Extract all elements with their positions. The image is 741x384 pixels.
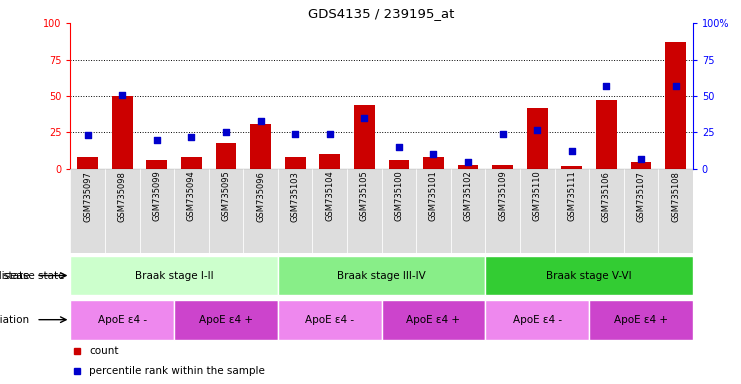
Bar [589,169,624,253]
Text: disease state: disease state [0,270,30,281]
Text: GSM735110: GSM735110 [533,170,542,222]
Bar [216,143,236,169]
Text: GSM735096: GSM735096 [256,170,265,222]
Point [82,132,93,139]
Bar [382,300,485,339]
Text: GSM735103: GSM735103 [290,170,299,222]
Bar [624,169,658,253]
Text: GSM735104: GSM735104 [325,170,334,222]
Point [496,131,508,137]
Point [531,126,543,132]
Bar [485,300,589,339]
Bar [70,256,278,295]
Text: GSM735102: GSM735102 [464,170,473,222]
Text: GSM735098: GSM735098 [118,170,127,222]
Bar [631,162,651,169]
Bar [278,169,313,253]
Text: ApoE ε4 +: ApoE ε4 + [407,314,460,325]
Point [462,159,474,165]
Bar [70,300,174,339]
Bar [492,165,513,169]
Text: GSM735094: GSM735094 [187,170,196,222]
Bar [596,100,617,169]
Bar [416,169,451,253]
Bar [382,169,416,253]
Text: GSM735097: GSM735097 [83,170,92,222]
Bar [319,154,340,169]
Point [185,134,197,140]
Bar [174,300,278,339]
Bar [520,169,554,253]
Bar [313,169,347,253]
Bar [112,96,133,169]
Bar [458,165,479,169]
Text: ApoE ε4 +: ApoE ε4 + [614,314,668,325]
Bar [451,169,485,253]
Bar [181,157,202,169]
Point [220,129,232,136]
Bar [105,169,139,253]
Point [393,144,405,150]
Bar [554,169,589,253]
Text: GSM735107: GSM735107 [637,170,645,222]
Text: ApoE ε4 -: ApoE ε4 - [513,314,562,325]
Point [635,156,647,162]
Point [566,148,578,154]
Bar [485,256,693,295]
Point [359,115,370,121]
Text: Braak stage III-IV: Braak stage III-IV [337,270,426,281]
Point [116,91,128,98]
Text: GSM735099: GSM735099 [153,170,162,222]
Bar [174,169,209,253]
Bar [589,300,693,339]
Text: GSM735111: GSM735111 [568,170,576,222]
Point [289,131,301,137]
Title: GDS4135 / 239195_at: GDS4135 / 239195_at [308,7,455,20]
Bar [209,169,243,253]
Text: GSM735100: GSM735100 [394,170,403,222]
Bar [665,42,686,169]
Text: Braak stage V-VI: Braak stage V-VI [546,270,632,281]
Text: GSM735101: GSM735101 [429,170,438,222]
Point [670,83,682,89]
Text: GSM735108: GSM735108 [671,170,680,222]
Bar [278,300,382,339]
Bar [423,157,444,169]
Bar [527,108,548,169]
Bar [70,169,105,253]
Bar [77,157,98,169]
Text: disease state: disease state [0,270,64,281]
Text: ApoE ε4 +: ApoE ε4 + [199,314,253,325]
Point [151,137,163,143]
Text: Braak stage I-II: Braak stage I-II [135,270,213,281]
Text: count: count [89,346,119,356]
Bar [354,105,375,169]
Text: ApoE ε4 -: ApoE ε4 - [305,314,354,325]
Text: genotype/variation: genotype/variation [0,314,30,325]
Point [600,83,612,89]
Bar [278,256,485,295]
Bar [243,169,278,253]
Bar [388,160,409,169]
Point [324,131,336,137]
Bar [658,169,693,253]
Bar [250,124,271,169]
Text: ApoE ε4 -: ApoE ε4 - [98,314,147,325]
Bar [285,157,305,169]
Bar [562,166,582,169]
Text: GSM735106: GSM735106 [602,170,611,222]
Text: GSM735109: GSM735109 [498,170,507,222]
Bar [347,169,382,253]
Point [255,118,267,124]
Bar [147,160,167,169]
Text: GSM735105: GSM735105 [360,170,369,222]
Text: percentile rank within the sample: percentile rank within the sample [89,366,265,376]
Text: GSM735095: GSM735095 [222,170,230,222]
Point [428,151,439,157]
Bar [139,169,174,253]
Bar [485,169,520,253]
